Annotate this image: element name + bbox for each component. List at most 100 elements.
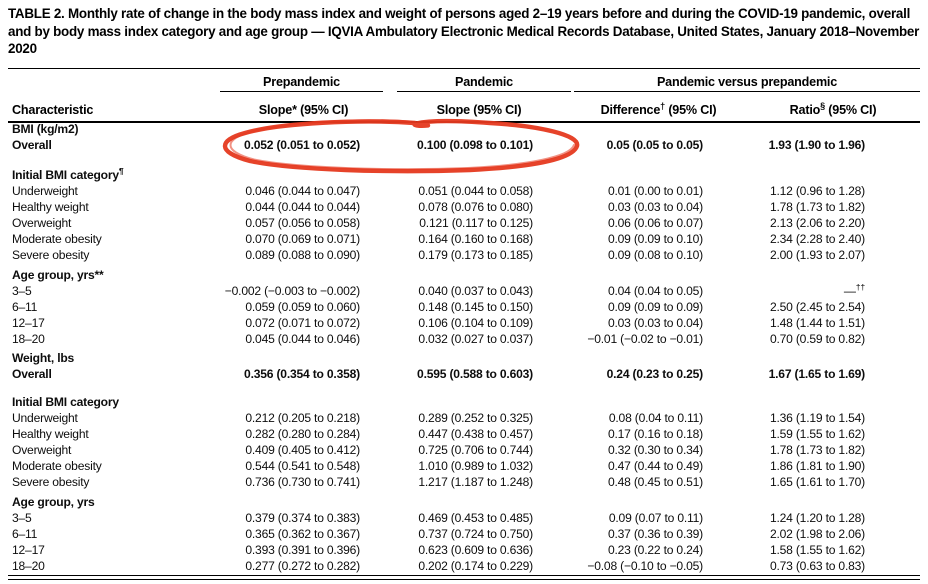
cell: 0.73 (0.63 to 0.83) — [769, 559, 865, 573]
cell: 0.737 (0.724 to 0.750) — [418, 527, 533, 541]
row-label: 18–20 — [12, 559, 45, 573]
difference-header: Difference† (95% CI) — [600, 100, 717, 117]
cell: 0.48 (0.45 to 0.51) — [607, 475, 703, 489]
spanner-prepandemic: Prepandemic — [220, 75, 383, 92]
table-row: Severe obesity 0.736 (0.730 to 0.741) 1.21… — [8, 474, 920, 490]
cell: 0.277 (0.272 to 0.282) — [245, 559, 360, 573]
cell: 0.544 (0.541 to 0.548) — [245, 459, 360, 473]
cell: 0.03 (0.03 to 0.04) — [607, 200, 703, 214]
table-row: Underweight 0.212 (0.205 to 0.218) 0.289 (… — [8, 410, 920, 426]
table-row: 3–5 0.379 (0.374 to 0.383) 0.469 (0.453 to… — [8, 510, 920, 526]
cell: 0.046 (0.044 to 0.047) — [245, 184, 360, 198]
cell: 0.289 (0.252 to 0.325) — [418, 411, 533, 425]
cell: 0.121 (0.117 to 0.125) — [419, 216, 533, 230]
row-label: Severe obesity — [12, 248, 90, 262]
cell: 0.393 (0.391 to 0.396) — [245, 543, 360, 557]
row-label: Underweight — [12, 411, 78, 425]
table-row: 6–11 0.059 (0.059 to 0.060) 0.148 (0.145 t… — [8, 299, 920, 315]
row-label: 6–11 — [12, 300, 38, 314]
cell: 1.65 (1.61 to 1.70) — [769, 475, 865, 489]
table-section: BMI (kg/m2) Overall 0.052 (0.051 to 0.052)… — [8, 121, 920, 153]
section-label: Age group, yrs — [12, 495, 95, 509]
cell: 0.736 (0.730 to 0.741) — [245, 475, 360, 489]
cell: 0.179 (0.173 to 0.185) — [418, 248, 533, 262]
cell: 0.01 (0.00 to 0.01) — [607, 184, 703, 198]
section-header-row: Weight, lbs — [8, 350, 920, 366]
row-label: Moderate obesity — [12, 232, 102, 246]
bottom-rule — [8, 575, 920, 580]
section-label: Initial BMI category¶ — [12, 165, 124, 182]
table-row: Moderate obesity 0.544 (0.541 to 0.548) 1.… — [8, 458, 920, 474]
cell: 0.47 (0.44 to 0.49) — [607, 459, 703, 473]
cell: 1.78 (1.73 to 1.82) — [769, 200, 865, 214]
cell: 0.09 (0.09 to 0.10) — [607, 232, 703, 246]
cell: 0.17 (0.16 to 0.18) — [607, 427, 703, 441]
cell: 1.86 (1.81 to 1.90) — [769, 459, 865, 473]
section-label: Weight, lbs — [12, 351, 75, 365]
cell: 0.447 (0.438 to 0.457) — [418, 427, 533, 441]
cell: 0.05 (0.05 to 0.05) — [606, 138, 704, 152]
cell: 1.36 (1.19 to 1.54) — [769, 411, 865, 425]
table-row: Overweight 0.057 (0.056 to 0.058) 0.121 (0… — [8, 215, 920, 231]
top-rule — [8, 68, 920, 69]
spanner-pandemic: Pandemic — [397, 75, 571, 92]
row-label: 3–5 — [12, 511, 32, 525]
row-label: Overweight — [12, 216, 72, 230]
cell: −0.002 (−0.003 to −0.002) — [224, 284, 360, 298]
table-row: 18–20 0.045 (0.044 to 0.046) 0.032 (0.027 … — [8, 331, 920, 347]
spanner-pandemic-vs-prepandemic: Pandemic versus prepandemic — [574, 75, 920, 92]
cell: 0.044 (0.044 to 0.044) — [245, 200, 360, 214]
cell: 0.148 (0.145 to 0.150) — [418, 300, 533, 314]
table-row: Healthy weight 0.282 (0.280 to 0.284) 0.44… — [8, 426, 920, 442]
cell: 0.37 (0.36 to 0.39) — [607, 527, 703, 541]
row-label: Severe obesity — [12, 475, 90, 489]
cell: −0.01 (−0.02 to −0.01) — [587, 332, 703, 346]
cell: 0.595 (0.588 to 0.603) — [417, 367, 533, 381]
cell: 1.217 (1.187 to 1.248) — [418, 475, 533, 489]
ratio-header: Ratio§ (95% CI) — [789, 100, 877, 117]
table-row: Overweight 0.409 (0.405 to 0.412) 0.725 (0… — [8, 442, 920, 458]
cell: 0.623 (0.609 to 0.636) — [418, 543, 533, 557]
cell: 1.67 (1.65 to 1.69) — [768, 367, 866, 381]
cell: 0.23 (0.22 to 0.24) — [607, 543, 703, 557]
cell: 1.12 (0.96 to 1.28) — [769, 184, 865, 198]
row-label: 6–11 — [12, 527, 38, 541]
row-label: 3–5 — [12, 284, 32, 298]
column-header-row: Characteristic Slope* (95% CI) Slope (95… — [8, 92, 920, 121]
cell: 1.78 (1.73 to 1.82) — [769, 443, 865, 457]
row-label: Overweight — [12, 443, 72, 457]
cell: 0.059 (0.059 to 0.060) — [245, 300, 360, 314]
cell: 0.051 (0.044 to 0.058) — [418, 184, 533, 198]
cell: 0.365 (0.362 to 0.367) — [245, 527, 360, 541]
cell: 0.06 (0.06 to 0.07) — [607, 216, 703, 230]
table-row: 12–17 0.072 (0.071 to 0.072) 0.106 (0.104 … — [8, 315, 920, 331]
row-label: Healthy weight — [12, 427, 89, 441]
row-label: Moderate obesity — [12, 459, 102, 473]
cell: —†† — [843, 281, 865, 298]
table-row: Overall 0.356 (0.354 to 0.358) 0.595 (0.58… — [8, 366, 920, 382]
row-label: Healthy weight — [12, 200, 89, 214]
cell: 0.356 (0.354 to 0.358) — [244, 367, 360, 381]
cell: 0.08 (0.04 to 0.11) — [608, 411, 703, 425]
section-label: Age group, yrs** — [12, 268, 104, 282]
cell: 0.032 (0.027 to 0.037) — [418, 332, 533, 346]
cell: 1.24 (1.20 to 1.28) — [769, 511, 865, 525]
row-label: Underweight — [12, 184, 78, 198]
characteristic-header: Characteristic — [12, 103, 94, 117]
cell: 0.32 (0.30 to 0.34) — [607, 443, 703, 457]
cell: 0.070 (0.069 to 0.071) — [245, 232, 360, 246]
row-label: 12–17 — [12, 543, 45, 557]
section-label: BMI (kg/m2) — [12, 122, 79, 136]
cell: 2.34 (2.28 to 2.40) — [769, 232, 865, 246]
row-label: Overall — [12, 138, 52, 152]
cell: 0.072 (0.071 to 0.072) — [245, 316, 360, 330]
section-header-row: Age group, yrs — [8, 494, 920, 510]
table-section: Initial BMI category Underweight 0.212 (0.… — [8, 394, 920, 490]
cell: 2.00 (1.93 to 2.07) — [769, 248, 865, 262]
cell: 0.100 (0.098 to 0.101) — [417, 138, 533, 152]
cell: 0.24 (0.23 to 0.25) — [606, 367, 704, 381]
cell: 2.13 (2.06 to 2.20) — [769, 216, 865, 230]
table-row: Overall 0.052 (0.051 to 0.052) 0.100 (0.09… — [8, 137, 920, 153]
row-label: 18–20 — [12, 332, 45, 346]
